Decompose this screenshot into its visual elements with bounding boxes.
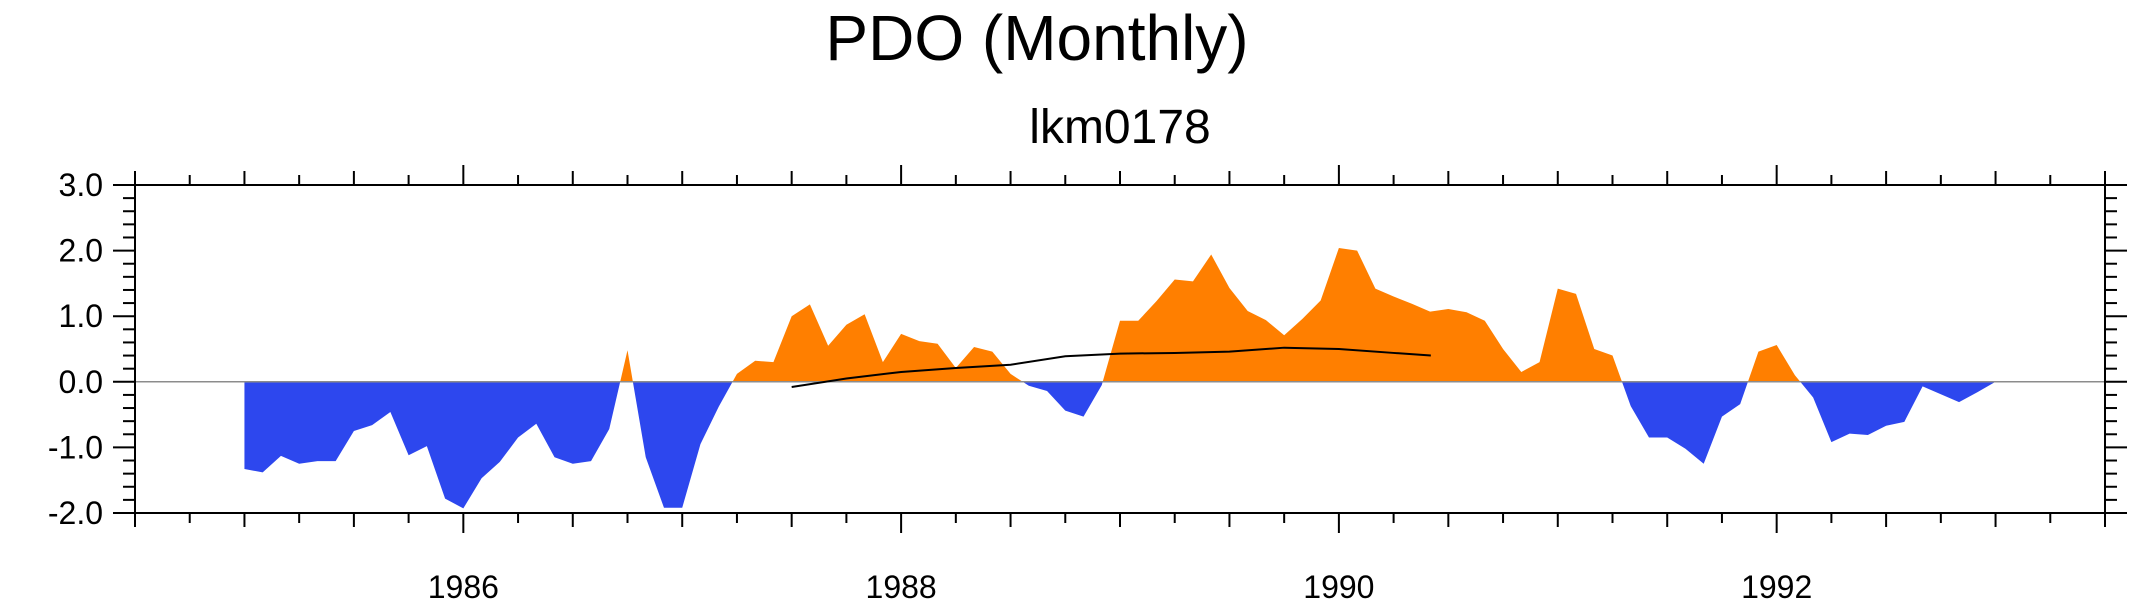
x-tick-label: 1988 xyxy=(866,569,937,605)
y-tick-label: -2.0 xyxy=(48,495,103,531)
plot-area: 1986 1988 1990 1992 3.0 2.0 1.0 0.0 -1.0 -2.0 xyxy=(48,165,2127,605)
positive-area xyxy=(244,247,1996,382)
y-tick-label: 1.0 xyxy=(59,298,103,334)
x-tick-label: 1990 xyxy=(1303,569,1374,605)
y-tick-label: -1.0 xyxy=(48,429,103,465)
running-mean-line xyxy=(791,346,1431,389)
chart-title: PDO (Monthly) xyxy=(825,2,1248,74)
y-tick-label: 3.0 xyxy=(59,167,103,203)
x-tick-label: 1986 xyxy=(428,569,499,605)
y-tick-label: 2.0 xyxy=(59,233,103,269)
y-tick-label: 0.0 xyxy=(59,364,103,400)
x-tick-label: 1992 xyxy=(1741,569,1812,605)
y-axis-tick-labels: 3.0 2.0 1.0 0.0 -1.0 -2.0 xyxy=(48,167,103,531)
axes-ticks xyxy=(113,165,2127,533)
pdo-area xyxy=(244,247,1996,509)
x-axis-tick-labels: 1986 1988 1990 1992 xyxy=(428,569,1813,605)
negative-area xyxy=(244,381,1996,509)
chart-subtitle: lkm0178 xyxy=(1029,101,1210,154)
